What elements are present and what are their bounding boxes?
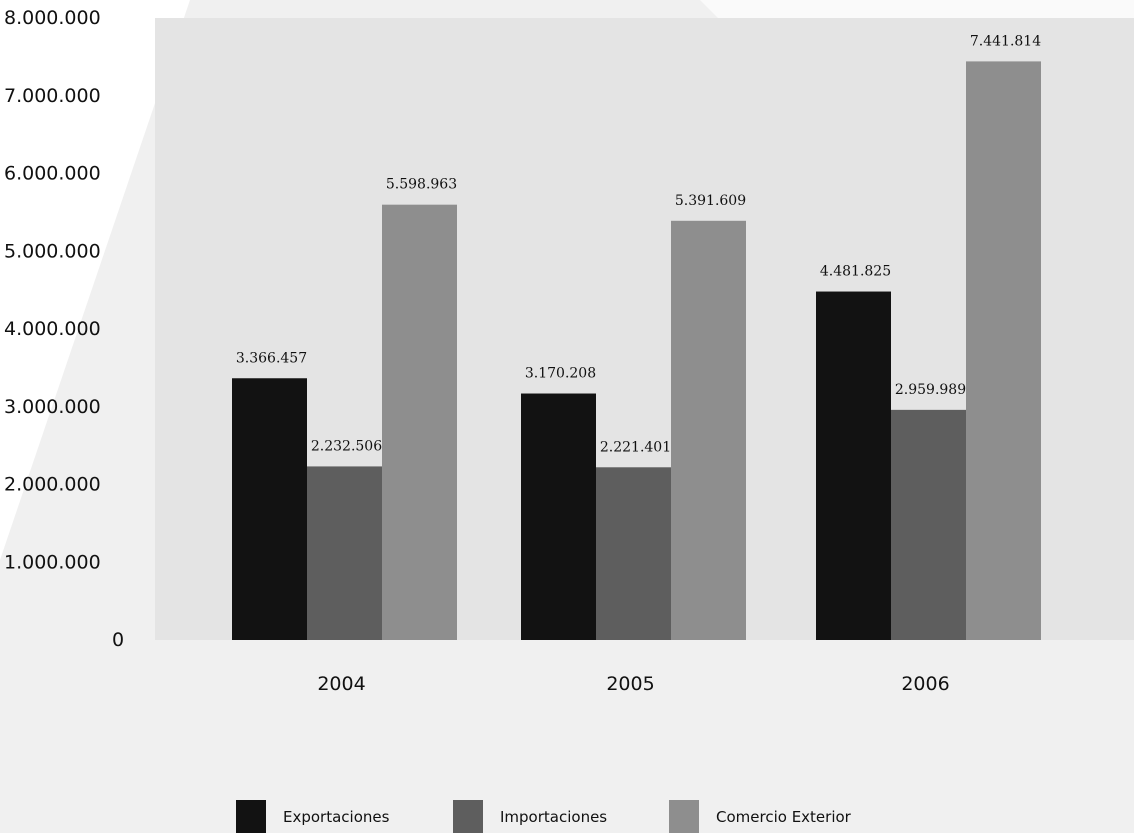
data-label-comercio-exterior-2005: 5.391.609 — [675, 193, 746, 209]
legend-label-comercio-exterior: Comercio Exterior — [716, 808, 852, 826]
legend-swatch-comercio-exterior — [669, 800, 699, 833]
x-tick-label: 2004 — [317, 673, 365, 695]
bar-comercio-exterior-2006 — [966, 61, 1041, 640]
legend-swatch-exportaciones — [236, 800, 266, 833]
data-label-importaciones-2006: 2.959.989 — [895, 382, 966, 398]
y-tick-label: 1.000.000 — [4, 551, 101, 573]
y-tick-label: 2.000.000 — [4, 474, 101, 496]
bar-exportaciones-2006 — [816, 291, 891, 640]
data-label-exportaciones-2004: 3.366.457 — [236, 350, 307, 366]
data-label-comercio-exterior-2006: 7.441.814 — [970, 33, 1041, 49]
bar-exportaciones-2005 — [521, 393, 596, 640]
data-label-comercio-exterior-2004: 5.598.963 — [386, 177, 457, 193]
data-label-importaciones-2004: 2.232.506 — [311, 438, 382, 454]
data-label-importaciones-2005: 2.221.401 — [600, 439, 671, 455]
y-tick-label: 3.000.000 — [4, 396, 101, 418]
y-tick-label: 7.000.000 — [4, 85, 101, 107]
data-label-exportaciones-2005: 3.170.208 — [525, 366, 596, 382]
x-tick-label: 2006 — [901, 673, 949, 695]
bars — [232, 61, 1041, 640]
bar-importaciones-2004 — [307, 466, 382, 640]
y-tick-label: 0 — [112, 629, 124, 651]
bar-importaciones-2005 — [596, 467, 671, 640]
bar-comercio-exterior-2004 — [382, 204, 457, 640]
y-tick-label: 4.000.000 — [4, 318, 101, 340]
bar-comercio-exterior-2005 — [671, 220, 746, 640]
y-tick-label: 6.000.000 — [4, 163, 101, 185]
legend-label-exportaciones: Exportaciones — [283, 808, 390, 826]
y-tick-label: 5.000.000 — [4, 240, 101, 262]
bar-importaciones-2006 — [891, 409, 966, 640]
legend: Exportaciones Importaciones Comercio Exter… — [236, 800, 852, 833]
data-label-exportaciones-2006: 4.481.825 — [820, 264, 891, 280]
data-labels: 3.366.457 2.232.506 5.598.963 3.170.208 2.22… — [236, 33, 1041, 455]
bar-exportaciones-2004 — [232, 378, 307, 640]
y-tick-label: 8.000.000 — [4, 7, 101, 29]
legend-swatch-importaciones — [453, 800, 483, 833]
legend-label-importaciones: Importaciones — [500, 808, 607, 826]
y-axis: 0 1.000.000 2.000.000 3.000.000 4.000.000 5.0… — [4, 7, 124, 651]
x-axis: 2004 2005 2006 — [317, 673, 949, 695]
x-tick-label: 2005 — [606, 673, 654, 695]
